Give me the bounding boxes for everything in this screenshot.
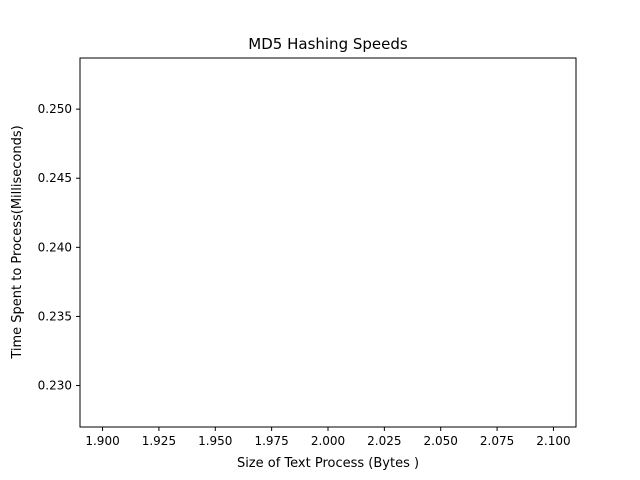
x-tick-label: 1.925 (142, 434, 176, 448)
chart-title: MD5 Hashing Speeds (248, 35, 408, 53)
y-tick-label: 0.240 (38, 240, 72, 254)
x-tick-label: 1.975 (254, 434, 288, 448)
y-axis-label: Time Spent to Process(Milliseconds) (10, 125, 25, 359)
y-tick-label: 0.235 (38, 309, 72, 323)
x-tick-label: 2.100 (536, 434, 570, 448)
y-tick-label: 0.245 (38, 171, 72, 185)
x-tick-label: 2.000 (311, 434, 345, 448)
y-tick-label: 0.230 (38, 379, 72, 393)
x-tick-label: 2.075 (480, 434, 514, 448)
x-tick-label: 1.950 (198, 434, 232, 448)
y-tick-label: 0.250 (38, 102, 72, 116)
x-axis-ticks: 1.900 1.925 1.950 1.975 2.000 2.025 2.050 2.075… (85, 427, 571, 448)
x-tick-label: 2.050 (424, 434, 458, 448)
y-axis-ticks: 0.230 0.235 0.240 0.245 0.250 (38, 102, 80, 393)
x-tick-label: 1.900 (85, 434, 119, 448)
x-tick-label: 2.025 (367, 434, 401, 448)
plot-area: 1.900 1.925 1.950 1.975 2.000 2.025 2.050 2.075… (38, 57, 577, 448)
x-axis-label: Size of Text Process (Bytes ) (237, 456, 419, 471)
